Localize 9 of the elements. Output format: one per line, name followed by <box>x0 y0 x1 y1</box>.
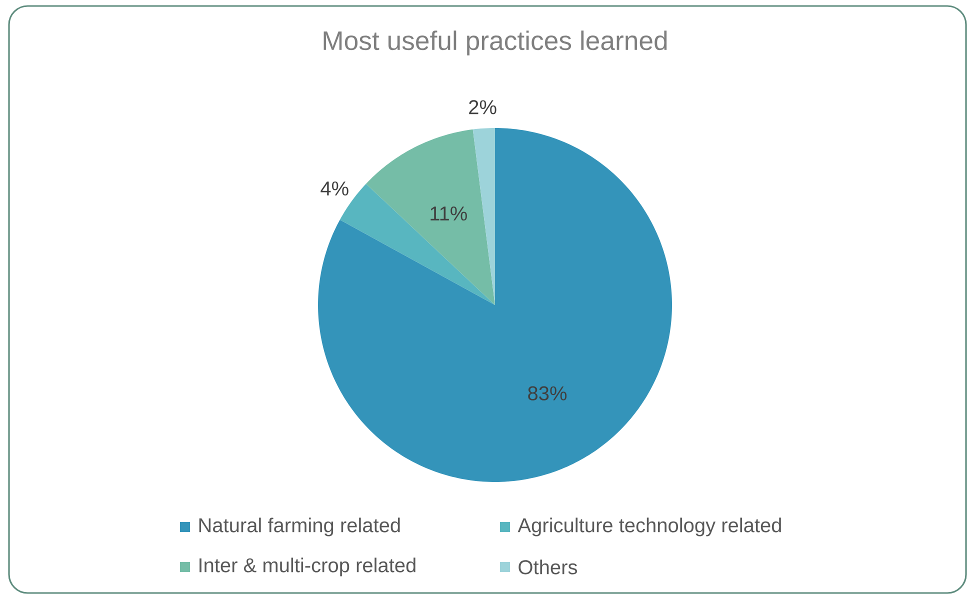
legend-label: Natural farming related <box>199 518 400 536</box>
data-label: 83% <box>528 386 567 400</box>
data-label: 2% <box>469 100 496 114</box>
data-label: 4% <box>320 181 348 196</box>
data-label: 11% <box>430 206 467 221</box>
legend-label: Agriculture technology related <box>518 518 781 536</box>
chart-title: Most useful practices learned <box>324 30 667 56</box>
legend-label: Inter & multi-crop related <box>200 558 416 576</box>
legend-label: Others <box>518 560 578 574</box>
